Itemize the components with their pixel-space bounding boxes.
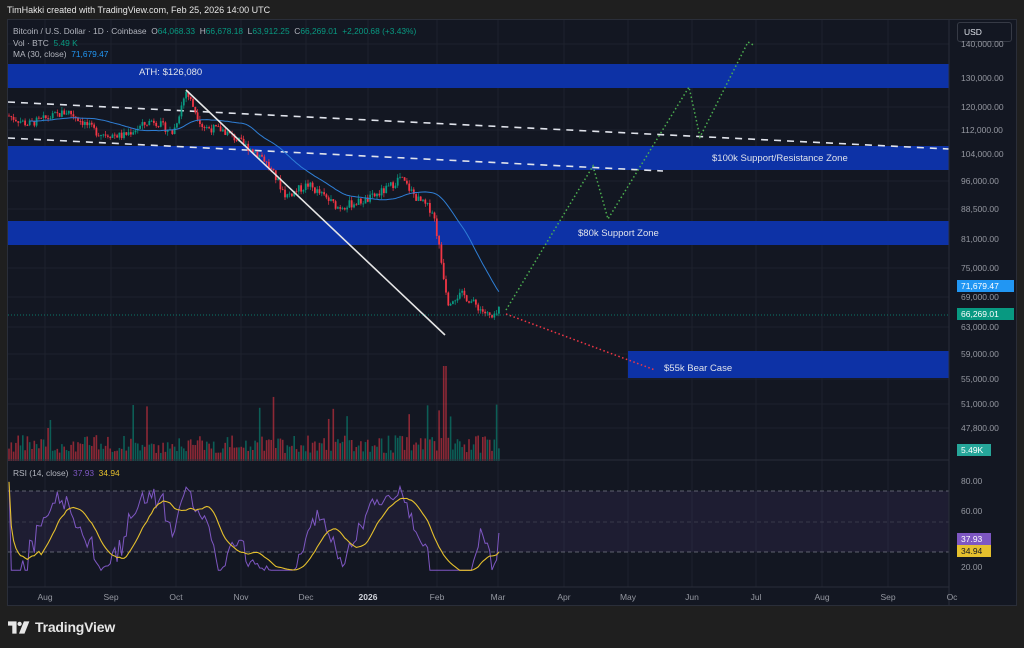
rsi-ma-badge: 34.94	[957, 545, 991, 557]
price-axis-label: 96,000.00	[961, 176, 999, 186]
time-axis-label: Mar	[490, 592, 506, 602]
rsi-ma-line	[8, 481, 500, 571]
time-axis-label: Nov	[233, 592, 249, 602]
rsi-axis-20: 20.00	[961, 562, 983, 572]
close-price-badge: 66,269.01	[957, 308, 1014, 320]
channel-upper-line	[8, 101, 950, 150]
volume-badge: 5.49K	[957, 444, 991, 456]
price-axis-label: 112,000.00	[961, 125, 1003, 135]
time-axis-label: Feb	[429, 592, 445, 602]
bull-projection-path	[505, 40, 756, 311]
ma-price-badge: 71,679.47	[957, 280, 1014, 292]
downtrend-line	[185, 89, 446, 336]
rsi-value: 37.93	[73, 468, 95, 478]
price-axis-label: 47,800.00	[961, 423, 999, 433]
price-axis-label: 63,000.00	[961, 322, 999, 332]
close-value: 66,269.01	[300, 26, 338, 36]
ath-label: ATH: $126,080	[139, 67, 203, 78]
zone-55k-label: $55k Bear Case	[664, 363, 733, 374]
zone-100k	[8, 146, 949, 170]
price-axis-label: 59,000.00	[961, 349, 999, 359]
time-axis-label: Oc	[946, 592, 958, 602]
time-axis-label: Oct	[169, 592, 183, 602]
zone-100k-label: $100k Support/Resistance Zone	[712, 153, 848, 164]
rsi-axis-80: 80.00	[961, 476, 983, 486]
price-axis-label: 104,000.00	[961, 149, 1004, 159]
price-axis-label: 75,000.00	[961, 263, 999, 273]
channel-lower-line	[8, 137, 664, 172]
time-axis-label: Aug	[814, 592, 830, 602]
price-axis-label: 81,000.00	[961, 234, 999, 244]
rsi-axis-60: 60.00	[961, 506, 983, 516]
ma-legend[interactable]: MA (30, close) 71,679.47	[13, 49, 109, 59]
volume-value: 5.49 K	[53, 37, 78, 48]
zone-80k	[8, 221, 949, 245]
price-axis-label: 69,000.00	[961, 292, 999, 302]
change-value: +2,200.68 (+3.43%)	[342, 26, 417, 36]
candlesticks	[8, 89, 500, 320]
zone-55k	[628, 351, 949, 378]
open-value: 64,068.33	[157, 26, 196, 36]
low-value: 63,912.25	[252, 26, 290, 36]
symbol-title[interactable]: Bitcoin / U.S. Dollar · 1D · Coinbase	[13, 26, 147, 36]
price-axis-label: 55,000.00	[961, 374, 999, 384]
zone-ath	[8, 64, 949, 88]
chart-canvas[interactable]	[8, 20, 1017, 606]
tradingview-logo[interactable]: TradingView	[8, 619, 115, 635]
chart-legend: Bitcoin / U.S. Dollar · 1D · Coinbase O6…	[13, 26, 416, 61]
brand-name: TradingView	[35, 619, 116, 635]
price-axis-label: 120,000.00	[961, 102, 1004, 112]
time-axis-label: Apr	[557, 592, 571, 602]
time-axis-label: Jun	[685, 592, 699, 602]
tradingview-logo-icon	[8, 620, 30, 634]
ma-value: 71,679.47	[71, 49, 109, 59]
chart-frame[interactable]: Bitcoin / U.S. Dollar · 1D · Coinbase O6…	[7, 19, 1017, 606]
time-axis-label: Aug	[37, 592, 53, 602]
time-axis-label: Dec	[298, 592, 314, 602]
volume-bars	[8, 366, 500, 461]
rsi-legend[interactable]: RSI (14, close) 37.93 34.94	[13, 468, 120, 478]
zone-80k-label: $80k Support Zone	[578, 228, 659, 239]
price-axis-label: 130,000.00	[961, 73, 1004, 83]
time-axis-label: May	[619, 592, 637, 602]
price-axis-label: 140,000.00	[961, 39, 1004, 49]
bear-projection-path	[505, 313, 656, 371]
currency-button[interactable]: USD	[957, 22, 1012, 42]
rsi-line	[8, 481, 500, 572]
ma-line	[29, 117, 500, 292]
rsi-ma-value: 34.94	[98, 468, 120, 478]
symbol-line: Bitcoin / U.S. Dollar · 1D · Coinbase O6…	[13, 26, 417, 36]
rsi-badge: 37.93	[957, 533, 991, 545]
time-axis-label: Jul	[750, 592, 762, 602]
time-axis-label: Sep	[880, 592, 896, 602]
price-axis-label: 51,000.00	[961, 399, 999, 409]
time-axis-label: 2026	[358, 592, 378, 602]
high-value: 66,678.18	[205, 26, 244, 36]
price-axis-label: 88,500.00	[961, 204, 999, 214]
time-axis-label: Sep	[103, 592, 119, 602]
volume-legend[interactable]: Vol · BTC 5.49 K	[13, 37, 78, 48]
chart-credit: TimHakki created with TradingView.com, F…	[7, 5, 271, 15]
